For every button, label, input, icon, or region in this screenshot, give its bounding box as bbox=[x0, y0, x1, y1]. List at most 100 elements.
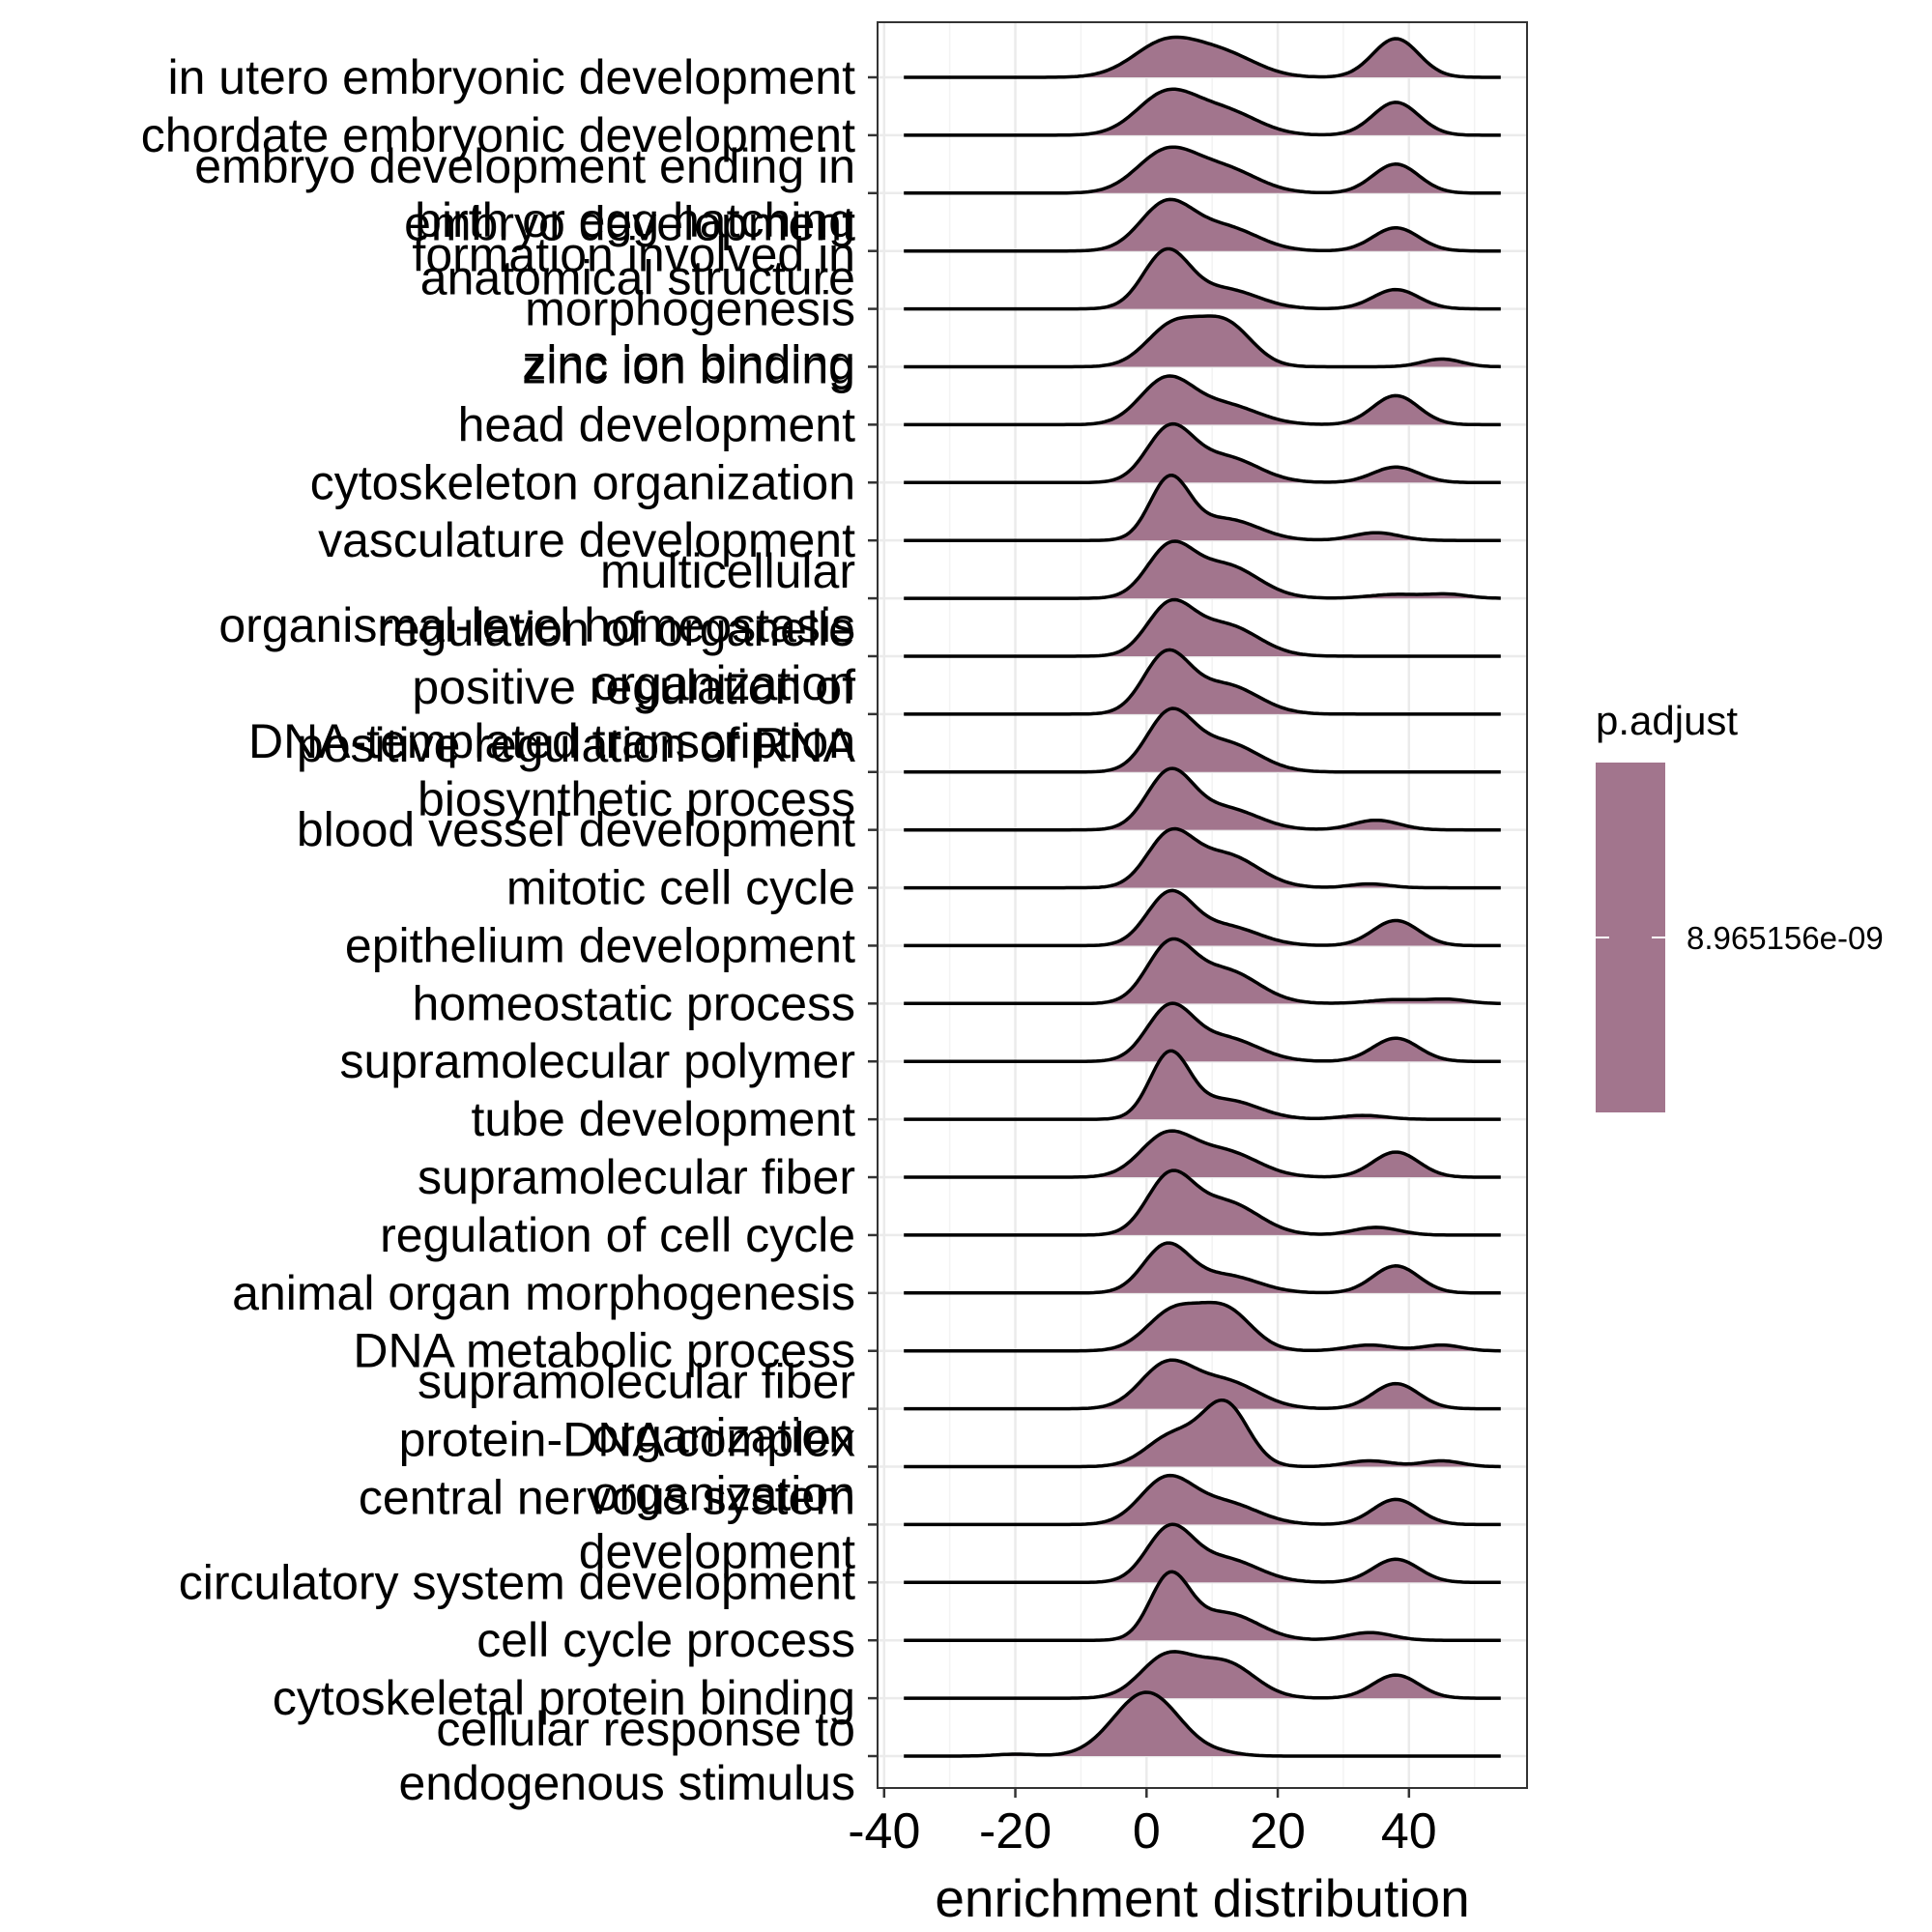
ridge-fill bbox=[904, 599, 1501, 656]
x-tick-label: -40 bbox=[848, 1803, 920, 1860]
ridge-fill bbox=[904, 147, 1501, 193]
y-tick-label: DNA metabolic process bbox=[353, 1324, 855, 1378]
ridge-line bbox=[904, 1473, 1501, 1527]
y-tick-label: positive regulation of RNA biosynthetic p… bbox=[297, 718, 856, 826]
ridge-line bbox=[904, 937, 1501, 1006]
y-tick-label: vasculature development bbox=[318, 513, 855, 567]
y-tick-label: cytoskeletal protein binding bbox=[273, 1671, 855, 1725]
ridge-line bbox=[904, 648, 1501, 716]
ridge-fill bbox=[904, 828, 1501, 888]
ridge-line bbox=[904, 314, 1501, 369]
y-tick-label: chordate embryonic development bbox=[141, 108, 855, 162]
ridge-line bbox=[904, 539, 1501, 600]
y-tick-label: cellular response to endogenous stimulus bbox=[398, 1702, 855, 1810]
ridge-fill bbox=[904, 708, 1501, 772]
x-tick-label: 20 bbox=[1250, 1803, 1306, 1860]
ridge-fill bbox=[904, 37, 1501, 77]
ridge-fill bbox=[904, 1572, 1501, 1641]
ridge-line bbox=[904, 474, 1501, 542]
y-tick-label: cell cycle process bbox=[476, 1613, 855, 1667]
ridge-fill bbox=[904, 1170, 1501, 1235]
legend: p.adjust 8.965156e-09 bbox=[1596, 698, 1884, 1112]
ridge-fill bbox=[904, 1692, 1501, 1756]
ridge-fill bbox=[904, 938, 1501, 1004]
x-tick-label: -20 bbox=[979, 1803, 1052, 1860]
ridge-fill bbox=[904, 541, 1501, 599]
ridge-fill bbox=[904, 1651, 1501, 1699]
y-tick-label: embryo development ending in birth or egg… bbox=[194, 139, 855, 247]
y-tick-label: multicellular organismal-level homeostasi… bbox=[218, 544, 855, 652]
y-tick-label: regulation of cell cycle bbox=[380, 1208, 855, 1262]
ridge-fill bbox=[904, 649, 1501, 714]
x-axis-title: enrichment distribution bbox=[935, 1868, 1469, 1928]
ridge-line bbox=[904, 1690, 1501, 1758]
ridge-fill bbox=[904, 1131, 1501, 1178]
ridge-line bbox=[904, 197, 1501, 253]
ridge-line bbox=[904, 421, 1501, 485]
ridge-fill bbox=[904, 1399, 1501, 1467]
ridge-line bbox=[904, 1001, 1501, 1063]
ridge-fill bbox=[904, 475, 1501, 541]
y-tick-label: circulatory system development bbox=[179, 1555, 855, 1609]
y-tick-label: animal organ morphogenesis bbox=[232, 1266, 855, 1320]
y-tick-label: protein-DNA complex organization bbox=[399, 1413, 855, 1521]
ridge-fill bbox=[904, 1475, 1501, 1525]
y-tick-label: cytoskeleton organization bbox=[310, 455, 855, 509]
y-tick-label: supramolecular polymer bbox=[339, 1034, 855, 1088]
ridge-line bbox=[904, 706, 1501, 774]
y-tick-label: embryo development anatomical structure bbox=[404, 197, 855, 305]
legend-title: p.adjust bbox=[1596, 698, 1738, 743]
y-tick-label: central nervous system development bbox=[359, 1470, 855, 1578]
ridge-line bbox=[904, 766, 1501, 832]
ridge-line bbox=[904, 246, 1501, 311]
y-tick-label: blood vessel development bbox=[297, 803, 855, 857]
y-tick-label: in utero embryonic development bbox=[168, 50, 856, 104]
y-tick-label: mitotic cell cycle bbox=[506, 861, 855, 915]
y-tick-label: regulation of organelle organization bbox=[377, 602, 855, 710]
ridge-fill bbox=[904, 890, 1501, 946]
ridge-fill bbox=[904, 1360, 1501, 1409]
ridge-fill bbox=[904, 89, 1501, 135]
y-tick-label: supramolecular fiber organization bbox=[418, 1355, 855, 1463]
ridge-line bbox=[904, 1049, 1501, 1121]
ridge-line bbox=[904, 87, 1501, 137]
ridge-fill bbox=[904, 1524, 1501, 1583]
y-tick-label: head development bbox=[458, 397, 856, 451]
ridge-line bbox=[904, 35, 1501, 79]
ridge-line bbox=[904, 1650, 1501, 1700]
ridge-fill bbox=[904, 316, 1501, 367]
y-axis-ticks bbox=[868, 75, 878, 1758]
y-tick-label: zinc ion binding bbox=[522, 340, 855, 394]
y-tick-label: tube development bbox=[471, 1092, 855, 1146]
ridge-line bbox=[904, 1300, 1501, 1353]
ridge-fill bbox=[904, 1302, 1501, 1351]
ridge-line bbox=[904, 597, 1501, 658]
ridge-line bbox=[904, 1570, 1501, 1642]
panel-border bbox=[877, 21, 1528, 1789]
ridge-fill bbox=[904, 1243, 1501, 1293]
ridge-line bbox=[904, 1398, 1501, 1469]
ridge-fill bbox=[904, 423, 1501, 483]
ridge-line bbox=[904, 888, 1501, 948]
ridge-line bbox=[904, 145, 1501, 195]
y-tick-label: formation involved in morphogenesis zinc i… bbox=[412, 228, 855, 390]
ridge-fill bbox=[904, 376, 1501, 425]
ridge-fill bbox=[904, 1003, 1501, 1062]
ridge-fill bbox=[904, 768, 1501, 830]
ridge-line bbox=[904, 1168, 1501, 1237]
ridge-line bbox=[904, 1358, 1501, 1411]
ridge-line bbox=[904, 1241, 1501, 1295]
ridge-line bbox=[904, 374, 1501, 427]
y-tick-label: homeostatic process bbox=[412, 976, 855, 1030]
ridge-line bbox=[904, 826, 1501, 890]
y-tick-label: epithelium development bbox=[345, 918, 855, 972]
x-tick-label: 0 bbox=[1133, 1803, 1161, 1860]
ridges bbox=[904, 35, 1501, 1758]
x-axis-ticks: -40 -20 0 20 40 bbox=[848, 1788, 1437, 1860]
y-tick-label: supramolecular fiber bbox=[418, 1150, 855, 1204]
ridge-line bbox=[904, 1129, 1501, 1179]
ridge-fill bbox=[904, 199, 1501, 251]
y-tick-label: positive regulation of DNA-templated tran… bbox=[248, 660, 855, 768]
x-tick-label: 40 bbox=[1381, 1803, 1437, 1860]
